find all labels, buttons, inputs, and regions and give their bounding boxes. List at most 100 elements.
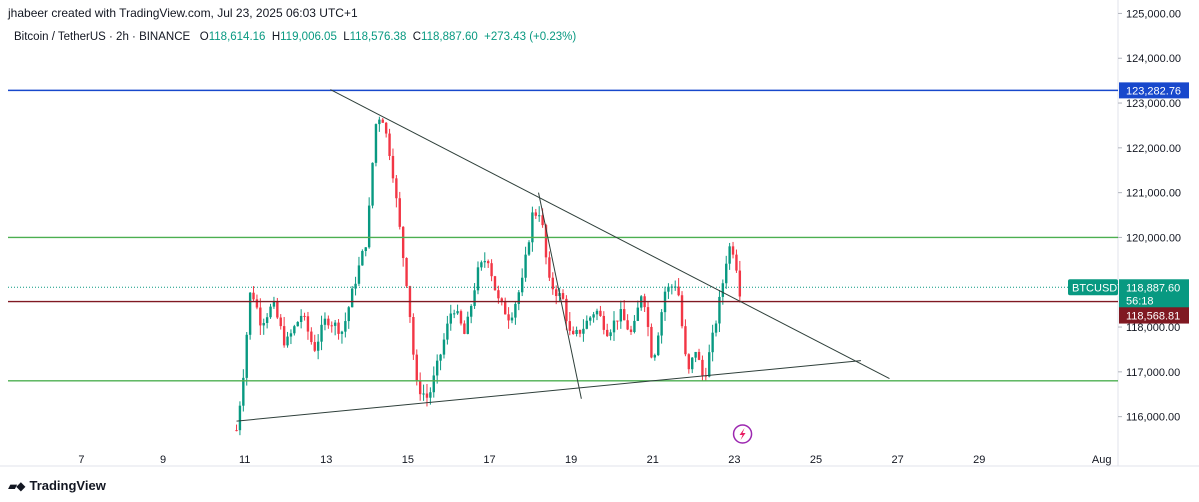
x-tick-label: 27 <box>892 454 904 466</box>
candle-body <box>296 322 299 327</box>
close-value: 118,887.60 <box>421 31 478 43</box>
candle-body <box>473 290 476 306</box>
candle-body <box>507 314 510 321</box>
candle-body <box>432 375 435 393</box>
x-tick-label: 15 <box>402 454 414 466</box>
candle-body <box>677 286 680 296</box>
candle-body <box>565 298 568 322</box>
brand-footer[interactable]: ▰◆ TradingView <box>8 478 106 493</box>
candle-body <box>412 317 415 355</box>
candle-body <box>510 317 514 321</box>
candle-body <box>367 205 371 248</box>
symbol-tag-label: BTCUSDT <box>1072 282 1124 294</box>
y-tick-label: 120,000.00 <box>1126 232 1181 244</box>
candle-body <box>265 317 269 323</box>
support-price-box <box>1119 307 1189 324</box>
change-value: +273.43 (+0.23%) <box>484 31 577 43</box>
candle-body <box>388 133 391 156</box>
candle-body <box>728 246 731 264</box>
candle-body <box>537 215 541 217</box>
lightning-bolt-icon <box>739 428 746 440</box>
candle-body <box>310 331 313 343</box>
candle-body <box>439 354 442 361</box>
y-tick-label: 117,000.00 <box>1126 367 1180 379</box>
trend-line <box>538 192 582 399</box>
close-label: C <box>412 31 422 43</box>
candle-body <box>650 326 653 358</box>
x-tick-label: 7 <box>78 454 84 466</box>
candle-body <box>667 286 670 292</box>
candle-body <box>357 265 361 284</box>
candle-body <box>619 309 623 322</box>
candle-body <box>381 119 384 123</box>
candle-body <box>633 320 636 332</box>
candle-body <box>708 352 711 377</box>
price-labels: 123,282.76 118,568.81 BTCUSDT118,887.6056:… <box>1068 82 1189 324</box>
candle-body <box>480 262 483 268</box>
current-price-label: 118,887.60 <box>1126 282 1180 294</box>
candle-body <box>398 198 401 227</box>
candle-body <box>599 310 602 316</box>
grid-layer <box>0 0 1199 467</box>
candle-body <box>422 393 425 395</box>
candle-body <box>391 155 395 179</box>
x-tick-label: 23 <box>728 454 740 466</box>
high-label: H <box>271 31 281 43</box>
candle-body <box>721 283 725 297</box>
candle-body <box>517 292 520 304</box>
level-price-box <box>1119 82 1189 99</box>
x-tick-label: 19 <box>565 454 577 466</box>
candle-body <box>623 309 626 321</box>
x-tick-label: Aug <box>1092 454 1112 466</box>
x-tick-label: 9 <box>160 454 166 466</box>
y-tick-label: 123,000.00 <box>1126 98 1181 110</box>
candle-body <box>320 324 323 342</box>
candle-body <box>272 301 276 307</box>
candle-body <box>531 212 534 243</box>
candle-body <box>609 332 612 337</box>
candle-body <box>303 315 306 317</box>
candle-body <box>463 323 466 334</box>
candle-body <box>578 329 582 334</box>
candle-body <box>245 334 248 378</box>
candle-body <box>534 212 537 216</box>
candle-body <box>544 225 548 258</box>
support-price-label: 118,568.81 <box>1126 311 1180 323</box>
candle-body <box>269 306 272 318</box>
candle-body <box>337 322 340 334</box>
candle-body <box>589 317 592 321</box>
candle-body <box>636 307 640 321</box>
candle-body <box>425 393 429 398</box>
candle-body <box>313 342 316 351</box>
candle-body <box>435 360 439 376</box>
candle-body <box>238 405 242 431</box>
candle-body <box>500 298 503 302</box>
candle-body <box>361 251 364 266</box>
symbol-title[interactable]: Bitcoin / TetherUS · 2h · BINANCE <box>14 31 191 43</box>
candle-body <box>629 329 633 332</box>
candle-body <box>551 277 554 290</box>
candle-body <box>306 316 310 332</box>
candle-body <box>340 331 344 334</box>
candle-body <box>626 320 629 330</box>
bar-countdown-label: 56:18 <box>1126 295 1154 307</box>
candle-body <box>701 359 704 376</box>
candle-body <box>374 124 378 163</box>
x-tick-label: 29 <box>973 454 985 466</box>
symbol-tag-box <box>1068 279 1118 296</box>
candle-body <box>252 292 255 300</box>
candle-body <box>680 295 684 327</box>
candle-body <box>503 301 507 315</box>
candle-body <box>541 215 544 226</box>
candle-body <box>235 430 238 432</box>
candle-body <box>691 357 694 370</box>
candle-body <box>415 354 418 382</box>
low-value: 118,576.38 <box>349 31 407 43</box>
candle-body <box>350 288 354 308</box>
candle-body <box>514 303 517 318</box>
y-tick-label: 118,000.00 <box>1126 322 1180 334</box>
candle-body <box>286 336 289 346</box>
open-value: 118,614.16 <box>208 31 266 43</box>
candle-body <box>731 246 735 255</box>
